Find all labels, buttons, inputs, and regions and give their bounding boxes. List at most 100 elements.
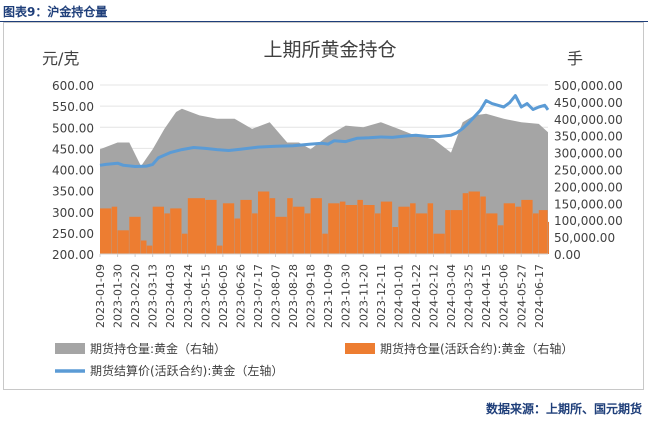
active-position-bar	[462, 193, 469, 254]
left-tick-label: 450.00	[52, 142, 94, 156]
right-tick-label: 450,000.00	[554, 96, 623, 110]
active-position-bar	[141, 240, 147, 254]
right-tick-label: 400,000.00	[554, 113, 623, 127]
legend: 期货持仓量:黄金（右轴） 期货持仓量(活跃合约):黄金（右轴） 期货结算价(活跃…	[55, 341, 573, 378]
figure-title: 图表9：沪金持仓量	[3, 5, 108, 19]
active-position-bar	[252, 213, 258, 254]
active-position-bar	[392, 227, 398, 254]
x-tick-label: 2023-10-09	[322, 264, 335, 328]
active-position-bar	[129, 216, 141, 254]
active-position-bar	[538, 210, 548, 254]
active-position-bar	[164, 213, 170, 254]
legend-label-price: 期货结算价(活跃合约):黄金（左轴）	[90, 363, 283, 378]
chart-frame	[3, 22, 644, 390]
right-tick-label: 100,000.00	[554, 214, 623, 228]
x-tick-label: 2023-03-13	[147, 264, 160, 328]
active-position-bar	[380, 201, 393, 254]
left-tick-label: 500.00	[52, 121, 94, 135]
right-tick-label: 300,000.00	[554, 147, 623, 161]
active-position-bar	[100, 208, 112, 254]
active-position-bar	[427, 203, 434, 254]
active-position-bar	[304, 213, 311, 254]
active-position-bar	[117, 230, 129, 254]
active-position-bar	[363, 205, 375, 254]
legend-swatch-total	[55, 343, 85, 354]
right-tick-label: 350,000.00	[554, 130, 623, 144]
x-tick-label: 2023-10-30	[340, 264, 353, 328]
active-position-bar	[410, 203, 416, 254]
right-tick-label: 250,000.00	[554, 164, 623, 178]
x-tick-label: 2023-08-07	[270, 264, 283, 328]
x-tick-label: 2024-01-01	[392, 264, 405, 328]
active-position-bar	[187, 198, 205, 254]
x-tick-label: 2023-01-09	[94, 264, 107, 328]
right-tick-label: 500,000.00	[554, 79, 623, 93]
active-position-bar	[222, 203, 235, 254]
active-position-bar	[375, 213, 381, 254]
x-tick-label: 2023-12-11	[375, 264, 388, 328]
active-position-bar	[293, 206, 305, 254]
active-position-bar	[269, 198, 276, 254]
x-tick-label: 2023-08-28	[287, 264, 300, 328]
x-tick-label: 2024-04-15	[480, 264, 493, 328]
right-tick-label: 200,000.00	[554, 180, 623, 194]
legend-item-price: 期货结算价(活跃合约):黄金（左轴）	[55, 363, 283, 378]
active-position-bar	[240, 199, 252, 254]
legend-label-total: 期货持仓量:黄金（右轴）	[90, 341, 226, 356]
active-position-bar	[445, 210, 451, 254]
left-tick-label: 200.00	[52, 248, 94, 262]
x-tick-label: 2024-03-04	[445, 264, 458, 328]
active-position-bar	[170, 208, 182, 254]
x-tick-label: 2024-01-22	[410, 264, 423, 328]
x-tick-label: 2023-04-24	[182, 264, 195, 328]
x-tick-label: 2023-09-18	[305, 264, 318, 328]
x-tick-label: 2023-06-05	[217, 264, 230, 328]
active-position-bar	[111, 206, 118, 254]
active-position-bar	[415, 213, 428, 254]
page-header: 图表9：沪金持仓量	[0, 0, 648, 22]
right-tick-label: 0.00	[554, 248, 581, 262]
x-tick-label: 2024-03-25	[463, 264, 476, 328]
x-tick-label: 2023-01-30	[112, 264, 125, 328]
right-axis-unit: 手	[567, 49, 583, 68]
axes: 200.00 250.00 300.00 350.00 400.00 450.00 500.…	[52, 79, 623, 328]
active-position-bar	[533, 213, 539, 254]
active-position-bar	[433, 233, 445, 254]
legend-label-active: 期货持仓量(活跃合约):黄金（右轴）	[380, 341, 573, 356]
source-note: 数据来源：上期所、国元期货	[485, 402, 642, 416]
active-position-bar	[146, 245, 153, 254]
active-position-bar	[515, 206, 521, 254]
left-tick-label: 250.00	[52, 227, 94, 241]
left-tick-label: 600.00	[52, 79, 94, 93]
active-position-bar	[521, 199, 533, 254]
active-position-bar	[480, 196, 486, 254]
active-position-bar	[468, 191, 480, 254]
legend-item-active: 期货持仓量(活跃合约):黄金（右轴）	[345, 341, 573, 356]
active-position-bar	[287, 198, 293, 254]
active-position-bar	[258, 191, 270, 254]
x-tick-label: 2023-07-17	[252, 264, 265, 328]
legend-swatch-active	[345, 343, 375, 354]
x-tick-label: 2023-04-03	[164, 264, 177, 328]
active-position-bars	[100, 191, 549, 254]
active-position-bar	[357, 199, 363, 254]
legend-item-total: 期货持仓量:黄金（右轴）	[55, 341, 226, 356]
active-position-bar	[234, 218, 241, 254]
settlement-price-line-layer	[99, 94, 550, 168]
active-position-bar	[217, 245, 223, 254]
x-tick-label: 2023-05-15	[199, 264, 212, 328]
active-position-bar	[497, 225, 504, 254]
active-position-bar	[275, 216, 287, 254]
left-axis-unit: 元/克	[42, 49, 79, 68]
right-tick-label: 150,000.00	[554, 197, 623, 211]
left-tick-label: 400.00	[52, 164, 94, 178]
left-tick-label: 300.00	[52, 206, 94, 220]
right-tick-label: 50,000.00	[554, 231, 615, 245]
active-position-bar	[152, 206, 164, 254]
x-tick-label: 2024-05-06	[498, 264, 511, 328]
x-tick-label: 2023-11-20	[357, 264, 370, 328]
active-position-bar	[486, 213, 498, 254]
settlement-price-line	[99, 94, 550, 168]
active-position-bar	[451, 210, 463, 254]
active-position-bar	[322, 233, 328, 254]
